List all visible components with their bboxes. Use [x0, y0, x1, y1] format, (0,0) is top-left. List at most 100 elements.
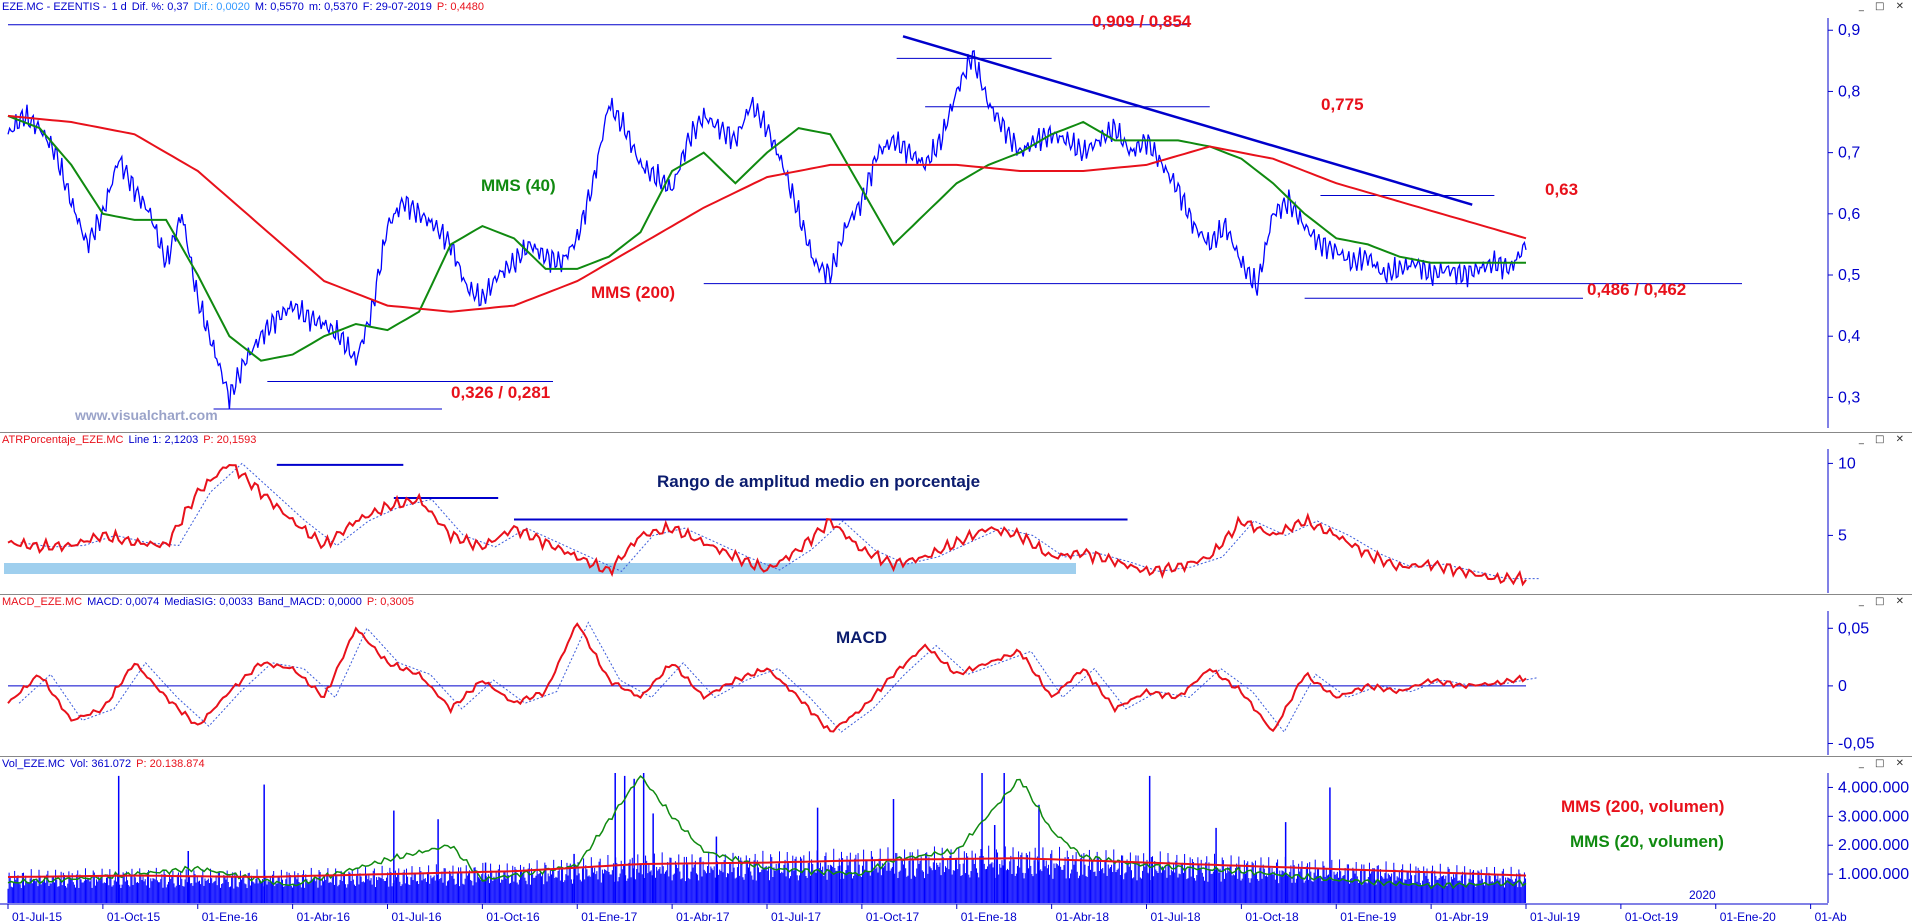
x-tick-label: 01-Ene-17	[581, 910, 637, 923]
price-y-tick: 0,4	[1838, 328, 1860, 345]
price-y-tick: 0,3	[1838, 389, 1860, 406]
vol-last: P: 20.138.874	[136, 758, 205, 770]
vol-window-buttons[interactable]: _ □ ✕	[1858, 758, 1908, 769]
x-tick-label: 01-Jul-18	[1151, 910, 1201, 923]
vol-header: Vol_EZE.MC Vol: 361.072 P: 20.138.874	[0, 757, 210, 772]
atr-y-axis: 10 5	[1827, 449, 1856, 593]
volume-pane[interactable]: Vol_EZE.MC Vol: 361.072 P: 20.138.874 4.00…	[0, 756, 1912, 923]
trendline	[902, 35, 1473, 206]
label-mms200: MMS (200)	[591, 283, 675, 302]
label-r2: 0,63	[1545, 180, 1578, 199]
price-y-tick: 0,8	[1838, 83, 1860, 100]
price-chart[interactable]: 0,9 0,8 0,7 0,6 0,5 0,4 0,3 0,909 / 0,854 0,77…	[0, 0, 1912, 432]
price-series	[7, 49, 1527, 410]
vol-y-tick: 4.000.000	[1838, 779, 1909, 796]
watermark: www.visualchart.com	[74, 407, 218, 423]
x-tick-label: 01-Abr-17	[676, 910, 730, 923]
macd-window-buttons[interactable]: _ □ ✕	[1858, 596, 1908, 607]
atr-y-tick: 10	[1838, 455, 1856, 472]
atr-header: ATRPorcentaje_EZE.MC Line 1: 2,1203 P: 20,…	[0, 433, 261, 448]
dif: Dif.: 0,0020	[193, 1, 250, 13]
dif-pct: Dif. %: 0,37	[131, 1, 189, 13]
label-vol-mms20: MMS (20, volumen)	[1570, 832, 1724, 851]
date-value: F: 29-07-2019	[362, 1, 432, 13]
price-y-tick: 0,9	[1838, 22, 1860, 39]
x-tick-label: 01-Ab	[1815, 910, 1847, 923]
label-mms40: MMS (40)	[481, 176, 556, 195]
atr-chart[interactable]: 10 5 Rango de amplitud medio en porcentaj…	[0, 433, 1912, 595]
label-high: 0,909 / 0,854	[1092, 12, 1192, 31]
vol-value: Vol: 361.072	[69, 758, 132, 770]
atr-window-buttons[interactable]: _ □ ✕	[1858, 434, 1908, 445]
macd-sig: MediaSIG: 0,0033	[164, 596, 253, 608]
price-window-buttons[interactable]: _ □ ✕	[1858, 1, 1908, 12]
x-tick-label: 01-Jul-16	[392, 910, 442, 923]
price-y-tick: 0,7	[1838, 145, 1860, 162]
macd-name: MACD_EZE.MC	[2, 596, 83, 608]
price-y-tick: 0,6	[1838, 206, 1860, 223]
last-value: P: 0,4480	[436, 1, 484, 13]
atr-last: P: 20,1593	[203, 434, 257, 446]
x-tick-label: 01-Abr-19	[1435, 910, 1489, 923]
horizontal-levels	[8, 24, 1742, 410]
macd-series	[7, 622, 1527, 733]
year-marker: 2020	[1689, 888, 1716, 902]
atr-title: Rango de amplitud medio en porcentaje	[657, 472, 980, 491]
macd-y-tick: 0	[1838, 678, 1847, 695]
macd-y-tick: -0,05	[1838, 735, 1875, 752]
atr-band	[4, 563, 1076, 574]
price-pane[interactable]: EZE.MC - EZENTIS - 1 d Dif. %: 0,37 Dif.: 0…	[0, 0, 1912, 432]
x-tick-label: 01-Oct-16	[486, 910, 540, 923]
x-tick-label: 01-Oct-18	[1245, 910, 1299, 923]
period: 1 d	[111, 1, 127, 13]
macd-last: P: 0,3005	[366, 596, 414, 608]
atr-y-tick: 5	[1838, 527, 1847, 544]
macd-value: MACD: 0,0074	[87, 596, 160, 608]
label-vol-mms200: MMS (200, volumen)	[1561, 797, 1724, 816]
label-support: 0,486 / 0,462	[1587, 280, 1686, 299]
mms40-series	[7, 114, 1526, 362]
x-tick-label: 01-Oct-19	[1625, 910, 1679, 923]
x-tick-label: 01-Abr-18	[1056, 910, 1110, 923]
macd-title: MACD	[836, 628, 887, 647]
macd-chart[interactable]: 0,05 0 -0,05 MACD	[0, 595, 1912, 757]
atr-series	[7, 463, 1527, 587]
x-tick-label: 01-Ene-16	[202, 910, 258, 923]
symbol: EZE.MC - EZENTIS -	[2, 1, 107, 13]
price-header: EZE.MC - EZENTIS - 1 d Dif. %: 0,37 Dif.: 0…	[0, 0, 489, 15]
x-tick-label: 01-Abr-16	[297, 910, 351, 923]
vol-y-tick: 2.000.000	[1838, 837, 1909, 854]
x-tick-label: 01-Jul-17	[771, 910, 821, 923]
volume-bars	[7, 773, 1527, 903]
vol-y-tick: 3.000.000	[1838, 808, 1909, 825]
macd-y-axis: 0,05 0 -0,05	[1827, 611, 1875, 755]
label-r1: 0,775	[1321, 95, 1364, 114]
min-value: m: 0,5370	[308, 1, 358, 13]
x-tick-label: 01-Jul-15	[12, 910, 62, 923]
atr-name: ATRPorcentaje_EZE.MC	[2, 434, 124, 446]
volume-y-axis: 4.000.000 3.000.000 2.000.000 1.000.000	[1827, 773, 1909, 903]
x-tick-label: 01-Ene-18	[961, 910, 1017, 923]
atr-signal-series	[20, 462, 1539, 580]
x-tick-label: 01-Ene-20	[1720, 910, 1776, 923]
atr-pane[interactable]: ATRPorcentaje_EZE.MC Line 1: 2,1203 P: 20,…	[0, 432, 1912, 595]
vol-name: Vol_EZE.MC	[2, 758, 65, 770]
volume-chart[interactable]: 4.000.000 3.000.000 2.000.000 1.000.000 01-…	[0, 757, 1912, 923]
x-tick-label: 01-Jul-19	[1530, 910, 1580, 923]
macd-pane[interactable]: MACD_EZE.MC MACD: 0,0074 MediaSIG: 0,0033 B…	[0, 594, 1912, 757]
x-tick-label: 01-Oct-15	[107, 910, 161, 923]
x-axis: 01-Jul-15 01-Oct-15 01-Ene-16 01-Abr-16 01-J…	[0, 903, 1847, 923]
label-low: 0,326 / 0,281	[451, 383, 550, 402]
vol-mms20-series	[7, 775, 1527, 890]
macd-header: MACD_EZE.MC MACD: 0,0074 MediaSIG: 0,0033 B…	[0, 595, 419, 610]
price-y-tick: 0,5	[1838, 267, 1860, 284]
vol-mms200-series	[7, 857, 1527, 878]
atr-line: Line 1: 2,1203	[128, 434, 199, 446]
x-tick-label: 01-Oct-17	[866, 910, 920, 923]
x-tick-label: 01-Ene-19	[1340, 910, 1396, 923]
max-value: M: 0,5570	[254, 1, 304, 13]
macd-y-tick: 0,05	[1838, 620, 1869, 637]
mms200-series	[7, 114, 1527, 313]
vol-y-tick: 1.000.000	[1838, 866, 1909, 883]
price-y-axis: 0,9 0,8 0,7 0,6 0,5 0,4 0,3	[1827, 18, 1860, 428]
